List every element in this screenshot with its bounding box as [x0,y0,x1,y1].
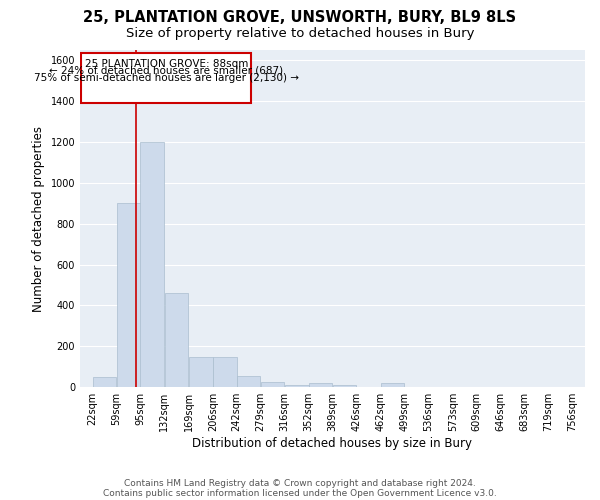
Bar [92,377,116,387]
Bar [117,204,140,387]
Bar [140,142,164,387]
Text: Contains HM Land Registry data © Crown copyright and database right 2024.: Contains HM Land Registry data © Crown c… [124,478,476,488]
Bar [189,356,212,387]
Bar [82,53,251,103]
Bar [164,293,188,387]
Text: 25, PLANTATION GROVE, UNSWORTH, BURY, BL9 8LS: 25, PLANTATION GROVE, UNSWORTH, BURY, BL… [83,10,517,25]
Text: Size of property relative to detached houses in Bury: Size of property relative to detached ho… [126,28,474,40]
Text: ← 24% of detached houses are smaller (687): ← 24% of detached houses are smaller (68… [49,66,283,76]
Text: 75% of semi-detached houses are larger (2,130) →: 75% of semi-detached houses are larger (… [34,73,299,83]
Bar [285,385,308,387]
Bar [333,385,356,387]
Bar [213,356,237,387]
Text: Contains public sector information licensed under the Open Government Licence v3: Contains public sector information licen… [103,488,497,498]
Bar [236,376,260,387]
Text: 25 PLANTATION GROVE: 88sqm: 25 PLANTATION GROVE: 88sqm [85,58,248,68]
Bar [380,383,404,387]
Bar [308,383,332,387]
X-axis label: Distribution of detached houses by size in Bury: Distribution of detached houses by size … [193,437,472,450]
Y-axis label: Number of detached properties: Number of detached properties [32,126,45,312]
Bar [261,382,284,387]
